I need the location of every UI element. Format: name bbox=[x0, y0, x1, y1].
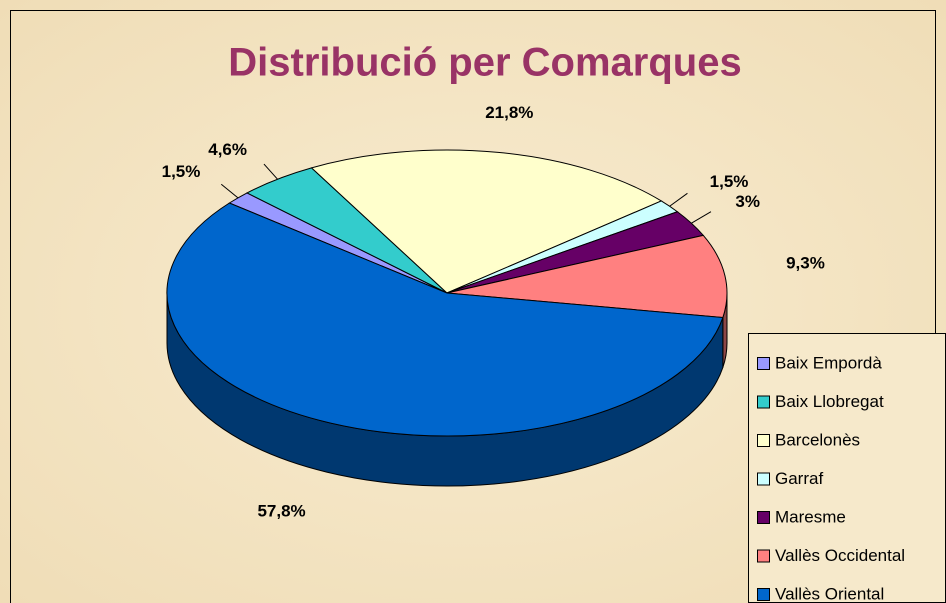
data-label: 9,3% bbox=[786, 253, 825, 272]
legend-label: Baix Empordà bbox=[775, 353, 882, 372]
chart-title: Distribució per Comarques bbox=[228, 41, 741, 85]
leader-line bbox=[691, 211, 712, 224]
slice bbox=[446, 234, 728, 319]
data-label: 1,5% bbox=[710, 172, 749, 191]
legend-swatch bbox=[757, 434, 770, 447]
data-label: 3% bbox=[735, 192, 760, 211]
legend-label: Maresme bbox=[775, 507, 846, 526]
pie: 1,5%4,6%21,8%1,5%3%9,3%57,8% bbox=[162, 103, 825, 520]
chart-frame bbox=[10, 10, 936, 603]
legend-swatch bbox=[757, 588, 770, 601]
legend-swatch bbox=[757, 395, 770, 409]
data-label: 21,8% bbox=[485, 103, 533, 122]
data-label: 1,5% bbox=[162, 162, 201, 181]
legend-swatch bbox=[757, 357, 770, 370]
slice bbox=[310, 149, 663, 294]
data-label: 4,6% bbox=[208, 140, 247, 159]
legend-label: Garraf bbox=[775, 469, 823, 488]
legend-swatch bbox=[757, 472, 770, 486]
legend-box bbox=[748, 333, 946, 603]
leader-line bbox=[263, 163, 278, 180]
legend-label: Barcelonès bbox=[775, 430, 860, 449]
legend-label: Vallès Occidental bbox=[775, 546, 905, 565]
legend-swatch bbox=[757, 549, 770, 563]
leader-line bbox=[220, 183, 239, 199]
legend-label: Vallès Oriental bbox=[775, 584, 884, 603]
data-label: 57,8% bbox=[257, 501, 305, 520]
legend-swatch bbox=[757, 511, 770, 524]
leader-line bbox=[669, 192, 688, 207]
legend-label: Baix Llobregat bbox=[775, 392, 884, 411]
slice bbox=[166, 202, 724, 437]
